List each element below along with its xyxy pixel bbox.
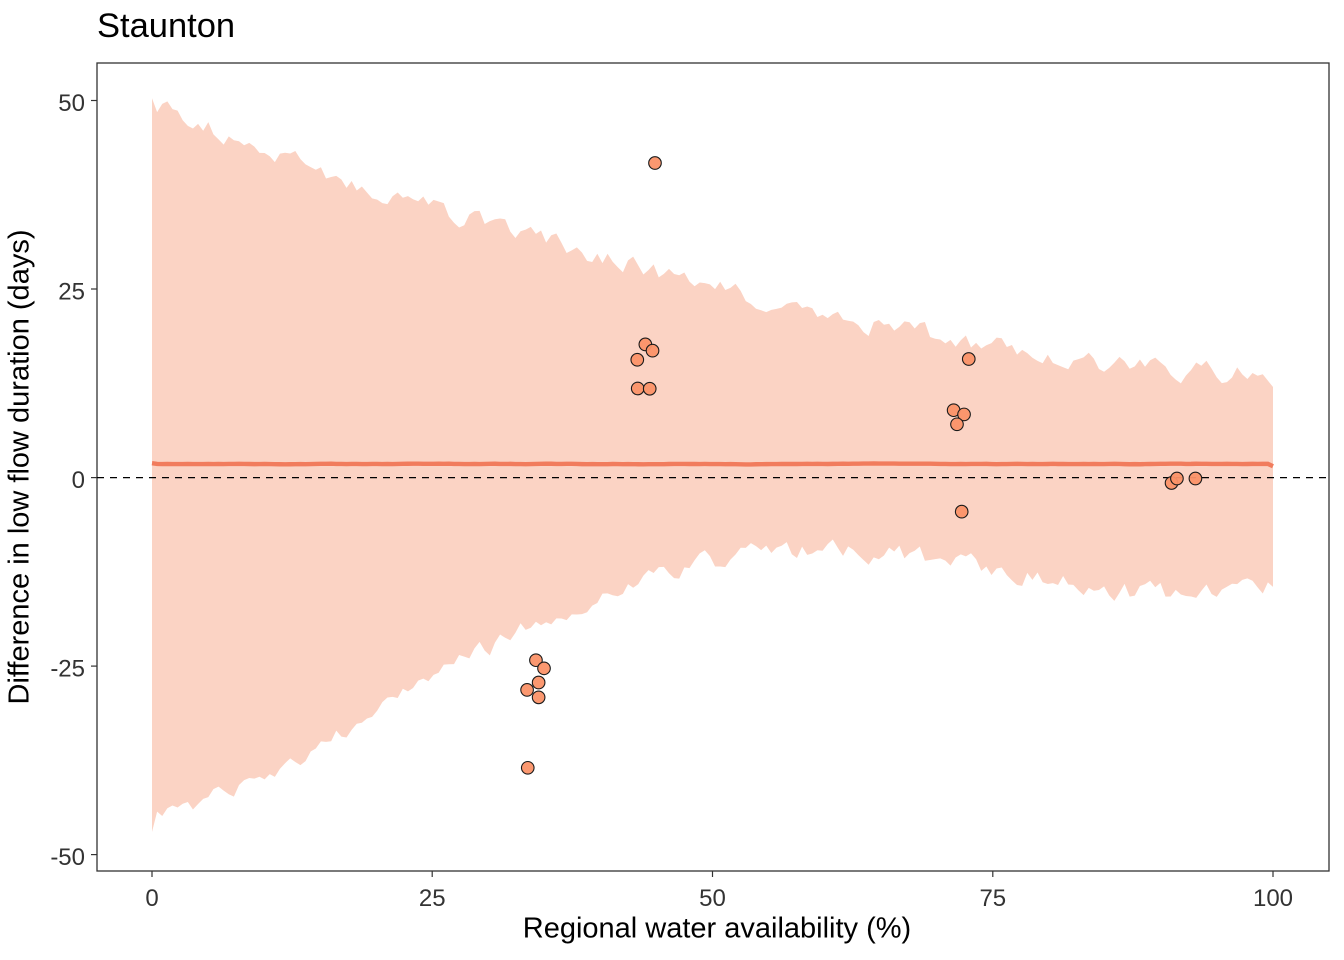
svg-text:0: 0 — [145, 885, 158, 912]
svg-text:100: 100 — [1253, 885, 1293, 912]
svg-text:25: 25 — [419, 885, 446, 912]
svg-text:-50: -50 — [50, 844, 85, 871]
svg-text:50: 50 — [58, 90, 85, 117]
svg-text:75: 75 — [979, 885, 1006, 912]
svg-text:-25: -25 — [50, 656, 85, 683]
svg-text:50: 50 — [699, 885, 726, 912]
svg-text:25: 25 — [58, 279, 85, 306]
svg-text:0: 0 — [72, 467, 85, 494]
